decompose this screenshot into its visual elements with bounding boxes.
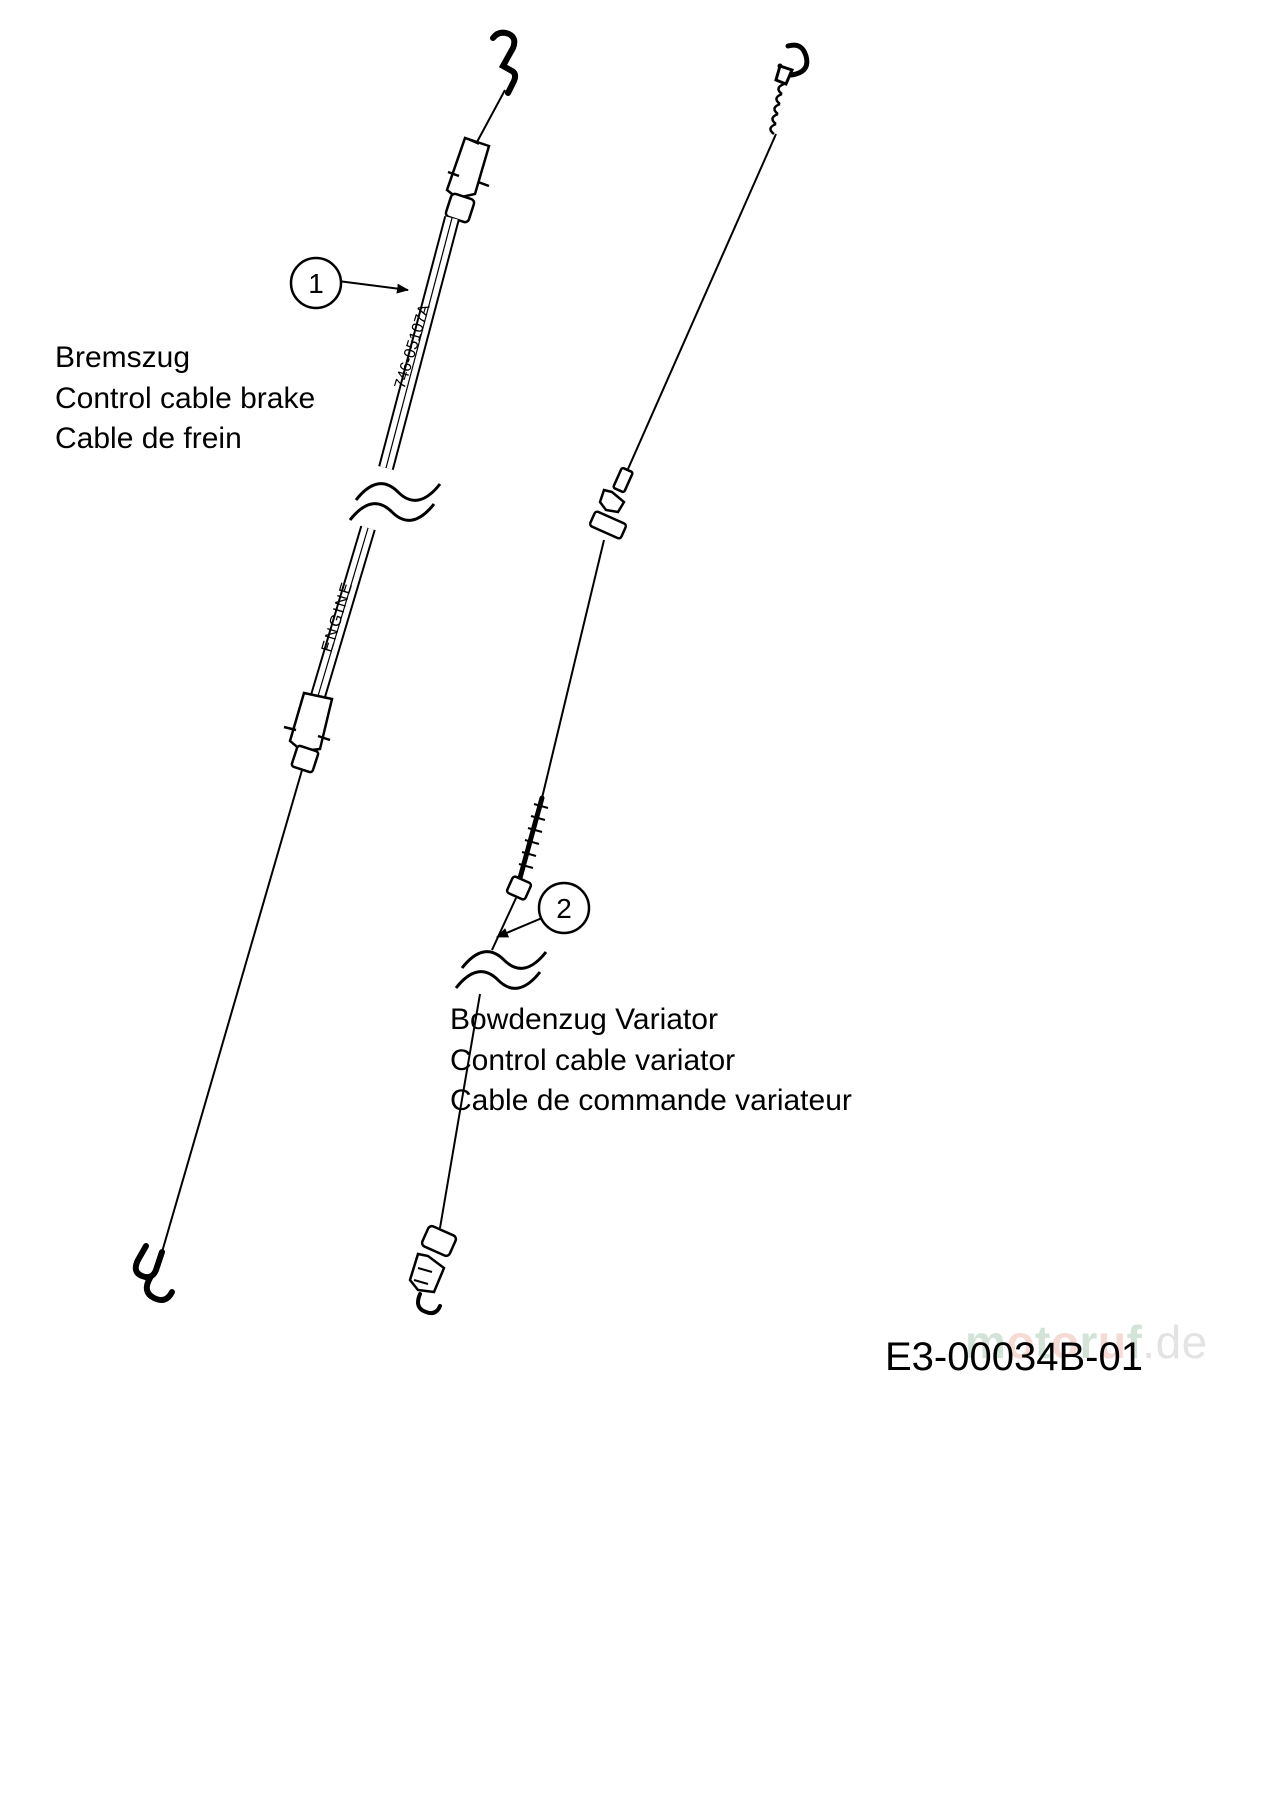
diagram-canvas: 746-05107A ENGINE — [0, 0, 1272, 1800]
brake-label: Bremszug Control cable brake Cable de fr… — [55, 338, 315, 460]
callout-1: 1 — [291, 258, 408, 308]
callout-2-number: 2 — [556, 893, 572, 924]
variator-label: Bowdenzug Variator Control cable variato… — [450, 1000, 852, 1122]
watermark-de: .de — [1142, 1316, 1207, 1368]
brake-label-fr: Cable de frein — [55, 419, 315, 460]
drawing-id: E3-00034B-01 — [885, 1335, 1143, 1380]
variator-cable — [410, 45, 807, 1313]
brake-label-en: Control cable brake — [55, 379, 315, 420]
callout-1-number: 1 — [308, 268, 324, 299]
brake-cable-engine: ENGINE — [319, 579, 357, 654]
variator-label-de: Bowdenzug Variator — [450, 1000, 852, 1041]
variator-label-en: Control cable variator — [450, 1041, 852, 1082]
brake-label-de: Bremszug — [55, 338, 315, 379]
variator-label-fr: Cable de commande variateur — [450, 1081, 852, 1122]
